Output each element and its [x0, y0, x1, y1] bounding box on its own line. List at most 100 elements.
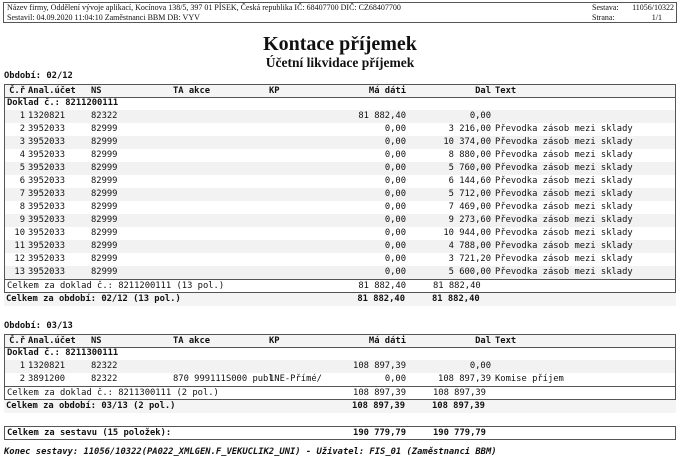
grand-total-label: Celkem za sestavu (15 položek):	[7, 428, 172, 438]
cell-md: 0,00	[384, 254, 406, 264]
cell-a: 3952033	[28, 254, 66, 264]
document-total-label: Celkem za doklad č.: 8211200111 (13 pol.…	[7, 281, 225, 291]
table-row: 10 3952033 82999 0,00 10 944,00 Převodka záso…	[4, 227, 676, 240]
cell-t: Převodka zásob mezi sklady	[495, 137, 633, 147]
report-footer: Konec sestavy: 11056/10322(PA022_XMLGEN.…	[4, 447, 497, 457]
column-header-n: Č.ř	[9, 86, 25, 96]
table-row: 4 3952033 82999 0,00 8 880,00 Převodka zásob …	[4, 149, 676, 162]
cell-a: 3952033	[28, 215, 66, 225]
cell-d: 10 374,00	[443, 137, 491, 147]
cell-t: Převodka zásob mezi sklady	[495, 202, 633, 212]
cell-a: 3952033	[28, 124, 66, 134]
cell-n: 13	[14, 267, 25, 277]
created-info: Sestavil: 04.09.2020 11:04:10 Zaměstnanc…	[7, 12, 200, 22]
cell-n: 2	[19, 374, 25, 384]
cell-md: 0,00	[384, 124, 406, 134]
column-header-kp: KP	[269, 86, 280, 96]
column-header-a: Anal.účet	[28, 336, 76, 346]
cell-d: 5 712,00	[448, 189, 491, 199]
period-total-label: Celkem za období: 02/12 (13 pol.)	[6, 294, 181, 304]
cell-t: Převodka zásob mezi sklady	[495, 176, 633, 186]
column-header-t: Text	[495, 86, 517, 96]
table-row: 12 3952033 82999 0,00 3 721,20 Převodka zásob…	[4, 253, 676, 266]
cell-md: 0,00	[384, 189, 406, 199]
report-number: 11056/10322	[632, 3, 674, 12]
cell-t: Převodka zásob mezi sklady	[495, 150, 633, 160]
period-total-debit: 108 897,39	[352, 401, 405, 411]
document-header-row: Doklad č.: 8211200111	[4, 97, 676, 110]
column-header-md: Má dáti	[368, 86, 406, 96]
cell-a: 3952033	[28, 241, 66, 251]
cell-n: 2	[19, 124, 25, 134]
period-total-label: Celkem za období: 03/13 (2 pol.)	[6, 401, 176, 411]
cell-n: 7	[19, 189, 25, 199]
report-label: Sestava:	[592, 3, 619, 12]
cell-md: 0,00	[384, 374, 406, 384]
cell-d: 6 144,60	[448, 176, 491, 186]
period-total-row: Celkem za období: 03/13 (2 pol.) 108 897,…	[4, 400, 676, 413]
cell-ns: 82999	[91, 150, 118, 160]
cell-kp: 1NE-Přímé/	[269, 374, 322, 384]
cell-md: 81 882,40	[358, 111, 406, 121]
table-row: 2 3952033 82999 0,00 3 216,00 Převodka zásob …	[4, 123, 676, 136]
cell-d: 0,00	[469, 361, 491, 371]
page-label: Strana:	[592, 12, 615, 22]
cell-n: 4	[19, 150, 25, 160]
cell-ns: 82322	[91, 361, 118, 371]
cell-md: 0,00	[384, 150, 406, 160]
cell-t: Převodka zásob mezi sklady	[495, 241, 633, 251]
document-total-credit: 108 897,39	[433, 388, 486, 398]
cell-a: 3952033	[28, 202, 66, 212]
table-row: 1 1320821 82322 108 897,39 0,00	[4, 360, 676, 373]
report-header-box: Název firmy, Oddělení vývoje aplikací, K…	[3, 2, 677, 23]
table-row: 8 3952033 82999 0,00 7 469,00 Převodka zásob …	[4, 201, 676, 214]
cell-a: 3891200	[28, 374, 66, 384]
document-total-debit: 81 882,40	[358, 281, 406, 291]
cell-d: 5 760,00	[448, 163, 491, 173]
period-label: Období: 02/12	[4, 71, 73, 81]
grand-total-row: Celkem za sestavu (15 položek): 190 779,7…	[4, 426, 676, 440]
page-number: 1/1	[651, 12, 662, 22]
table-row: 7 3952033 82999 0,00 5 712,00 Převodka zásob …	[4, 188, 676, 201]
cell-ns: 82322	[91, 111, 118, 121]
cell-md: 108 897,39	[353, 361, 406, 371]
cell-t: Komise příjem	[495, 374, 564, 384]
cell-a: 1320821	[28, 361, 66, 371]
cell-t: Převodka zásob mezi sklady	[495, 228, 633, 238]
column-header-row: Č.ř Anal.účet NS TA akce KP Má dáti Dal Text	[4, 334, 676, 348]
grand-total-credit: 190 779,79	[433, 428, 486, 438]
column-header-ns: NS	[91, 86, 102, 96]
cell-ns: 82999	[91, 202, 118, 212]
column-header-ta: TA akce	[173, 336, 211, 346]
company-info: Název firmy, Oddělení vývoje aplikací, K…	[7, 3, 401, 12]
cell-n: 1	[19, 111, 25, 121]
cell-d: 3 216,00	[448, 124, 491, 134]
cell-t: Převodka zásob mezi sklady	[495, 254, 633, 264]
cell-ta: 870 999111S000 publ	[173, 374, 274, 384]
cell-a: 3952033	[28, 267, 66, 277]
cell-a: 3952033	[28, 176, 66, 186]
cell-ns: 82999	[91, 137, 118, 147]
cell-t: Převodka zásob mezi sklady	[495, 163, 633, 173]
cell-ns: 82999	[91, 267, 118, 277]
document-total-credit: 81 882,40	[433, 281, 481, 291]
cell-ns: 82999	[91, 176, 118, 186]
table-row: 13 3952033 82999 0,00 5 600,00 Převodka zásob…	[4, 266, 676, 279]
column-header-row: Č.ř Anal.účet NS TA akce KP Má dáti Dal Text	[4, 84, 676, 98]
cell-a: 1320821	[28, 111, 66, 121]
cell-md: 0,00	[384, 228, 406, 238]
cell-t: Převodka zásob mezi sklady	[495, 267, 633, 277]
period-total-credit: 81 882,40	[432, 294, 480, 304]
cell-d: 7 469,00	[448, 202, 491, 212]
cell-n: 12	[14, 254, 25, 264]
cell-n: 3	[19, 137, 25, 147]
table-row: 5 3952033 82999 0,00 5 760,00 Převodka zásob …	[4, 162, 676, 175]
document-total-debit: 108 897,39	[353, 388, 406, 398]
cell-md: 0,00	[384, 241, 406, 251]
cell-n: 9	[19, 215, 25, 225]
document-total-row: Celkem za doklad č.: 8211200111 (13 pol.…	[4, 279, 676, 293]
cell-d: 10 944,00	[443, 228, 491, 238]
cell-ns: 82999	[91, 124, 118, 134]
cell-d: 108 897,39	[438, 374, 491, 384]
column-header-d: Dal	[475, 336, 491, 346]
